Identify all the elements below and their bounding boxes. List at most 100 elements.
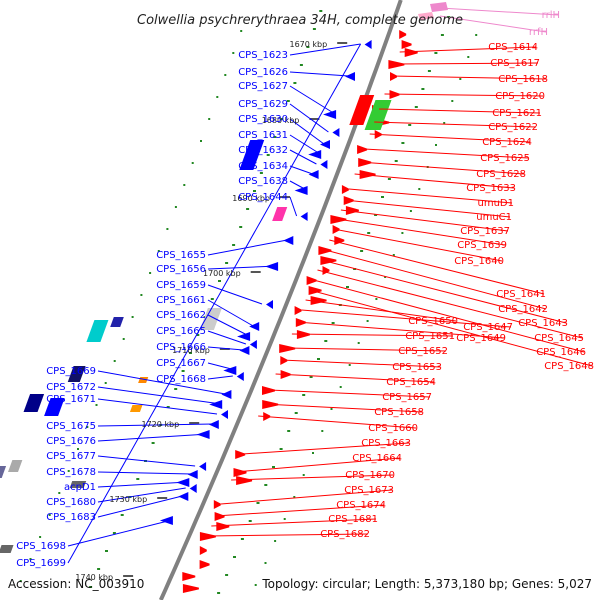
reverse-gene (364, 40, 372, 49)
rrna-gene (430, 2, 448, 12)
leader-line (97, 455, 196, 467)
large-reverse-gene (44, 398, 65, 416)
leader-line (97, 423, 213, 427)
ruler-tick (166, 406, 170, 408)
kbp-tick-label: 1720 kbp (141, 420, 179, 429)
right-gene-label: CPS_1646 (536, 347, 586, 358)
ruler-tick (113, 360, 116, 362)
left-gene-label: CPS_1676 (46, 436, 96, 447)
reverse-gene (320, 160, 328, 169)
ruler-tick (467, 56, 470, 58)
leader-line (234, 457, 401, 473)
ruler-tick (293, 82, 297, 84)
left-gene-label: CPS_1677 (46, 451, 96, 462)
kbp-tick-label: 1690 kbp (232, 194, 270, 203)
navy-gene (110, 317, 124, 327)
right-gene-label: CPS_1660 (368, 423, 418, 434)
rrna-gene (418, 12, 434, 20)
ruler-tick (19, 580, 22, 582)
kbp-tick-label: 1680 kbp (262, 116, 300, 125)
ruler-tick (58, 492, 61, 494)
forward-gene (182, 572, 196, 581)
reverse-gene (221, 390, 232, 399)
left-gene-label: CPS_1623 (238, 50, 288, 61)
grey-gene (199, 308, 222, 330)
ruler-tick (294, 412, 298, 414)
ruler-tick (39, 536, 42, 538)
leader-line (97, 398, 218, 415)
kbp-tick-mark (309, 118, 320, 120)
leader-line (395, 62, 539, 65)
leader-line (242, 442, 410, 455)
ruler-tick (166, 228, 169, 230)
ruler-tick (239, 226, 243, 228)
leader-line (439, 15, 547, 33)
leader-line (67, 43, 362, 564)
left-gene-label: CPS_1661 (156, 295, 206, 306)
left-gene-label: CPS_1666 (156, 342, 206, 353)
forward-gene (235, 450, 246, 459)
leader-line (207, 265, 278, 270)
ruler-tick (302, 474, 305, 476)
leader-line (289, 43, 361, 56)
kbp-tick-mark (123, 575, 134, 577)
ruler-tick (67, 470, 70, 472)
ruler-tick (321, 430, 324, 432)
leader-line (289, 103, 329, 133)
leader-line (97, 370, 226, 395)
leader-line (384, 93, 544, 97)
ruler-tick (77, 448, 79, 450)
ruler-tick (140, 294, 143, 296)
right-gene-label: CPS_1674 (336, 500, 386, 511)
leader-line (207, 375, 233, 380)
ruler-tick (374, 214, 378, 216)
ruler-tick (421, 88, 425, 90)
ruler-tick (286, 100, 290, 102)
ruler-tick (366, 320, 369, 322)
ruler-tick (312, 28, 316, 30)
forward-gene (308, 286, 322, 295)
ruler-tick (375, 298, 378, 300)
right-gene-label: CPS_1637 (460, 226, 510, 237)
left-gene-label: CPS_1678 (46, 467, 96, 478)
ruler-tick (324, 340, 328, 342)
ruler-tick (306, 46, 310, 48)
ruler-tick (387, 178, 391, 180)
right-gene-label: CPS_1621 (492, 108, 542, 119)
right-gene-label: CPS_1620 (495, 91, 545, 102)
ruler-tick (317, 358, 320, 360)
left-gene-label: CPS_1668 (156, 374, 206, 385)
ruler-tick (381, 196, 384, 198)
right-gene-label: CPS_1641 (496, 289, 546, 300)
ruler-tick (331, 322, 335, 324)
leader-line (207, 362, 236, 371)
ruler-tick (191, 162, 194, 164)
leader-line (258, 415, 417, 429)
reverse-gene (300, 212, 308, 221)
left-gene-label: CPS_1680 (46, 497, 96, 508)
kbp-tick-label: 1700 kbp (203, 269, 241, 278)
leader-line (296, 321, 505, 339)
right-gene-label: CPS_1639 (457, 240, 507, 251)
right-gene-label: CPS_1670 (345, 470, 395, 481)
left-gene-label: CPS_1662 (156, 310, 206, 321)
kbp-tick-label: 1710 kbp (172, 346, 210, 355)
forward-gene (310, 296, 327, 305)
ruler-tick (299, 64, 303, 66)
right-gene-label: CPS_1654 (386, 377, 436, 388)
ruler-tick (232, 52, 235, 54)
right-gene-label: CPS_1682 (320, 529, 370, 540)
forward-gene (294, 306, 302, 315)
leader-line (207, 346, 244, 351)
leader-line (329, 239, 545, 295)
reverse-gene (283, 236, 294, 245)
leader-line (207, 330, 247, 345)
leader-line (286, 347, 447, 352)
left-gene-label: CPS_1675 (46, 421, 96, 432)
forward-gene (214, 512, 225, 521)
forward-gene (262, 386, 275, 395)
forward-gene (357, 145, 368, 154)
ruler-tick (259, 172, 263, 174)
leader-line (289, 165, 313, 175)
forward-gene (399, 30, 407, 39)
